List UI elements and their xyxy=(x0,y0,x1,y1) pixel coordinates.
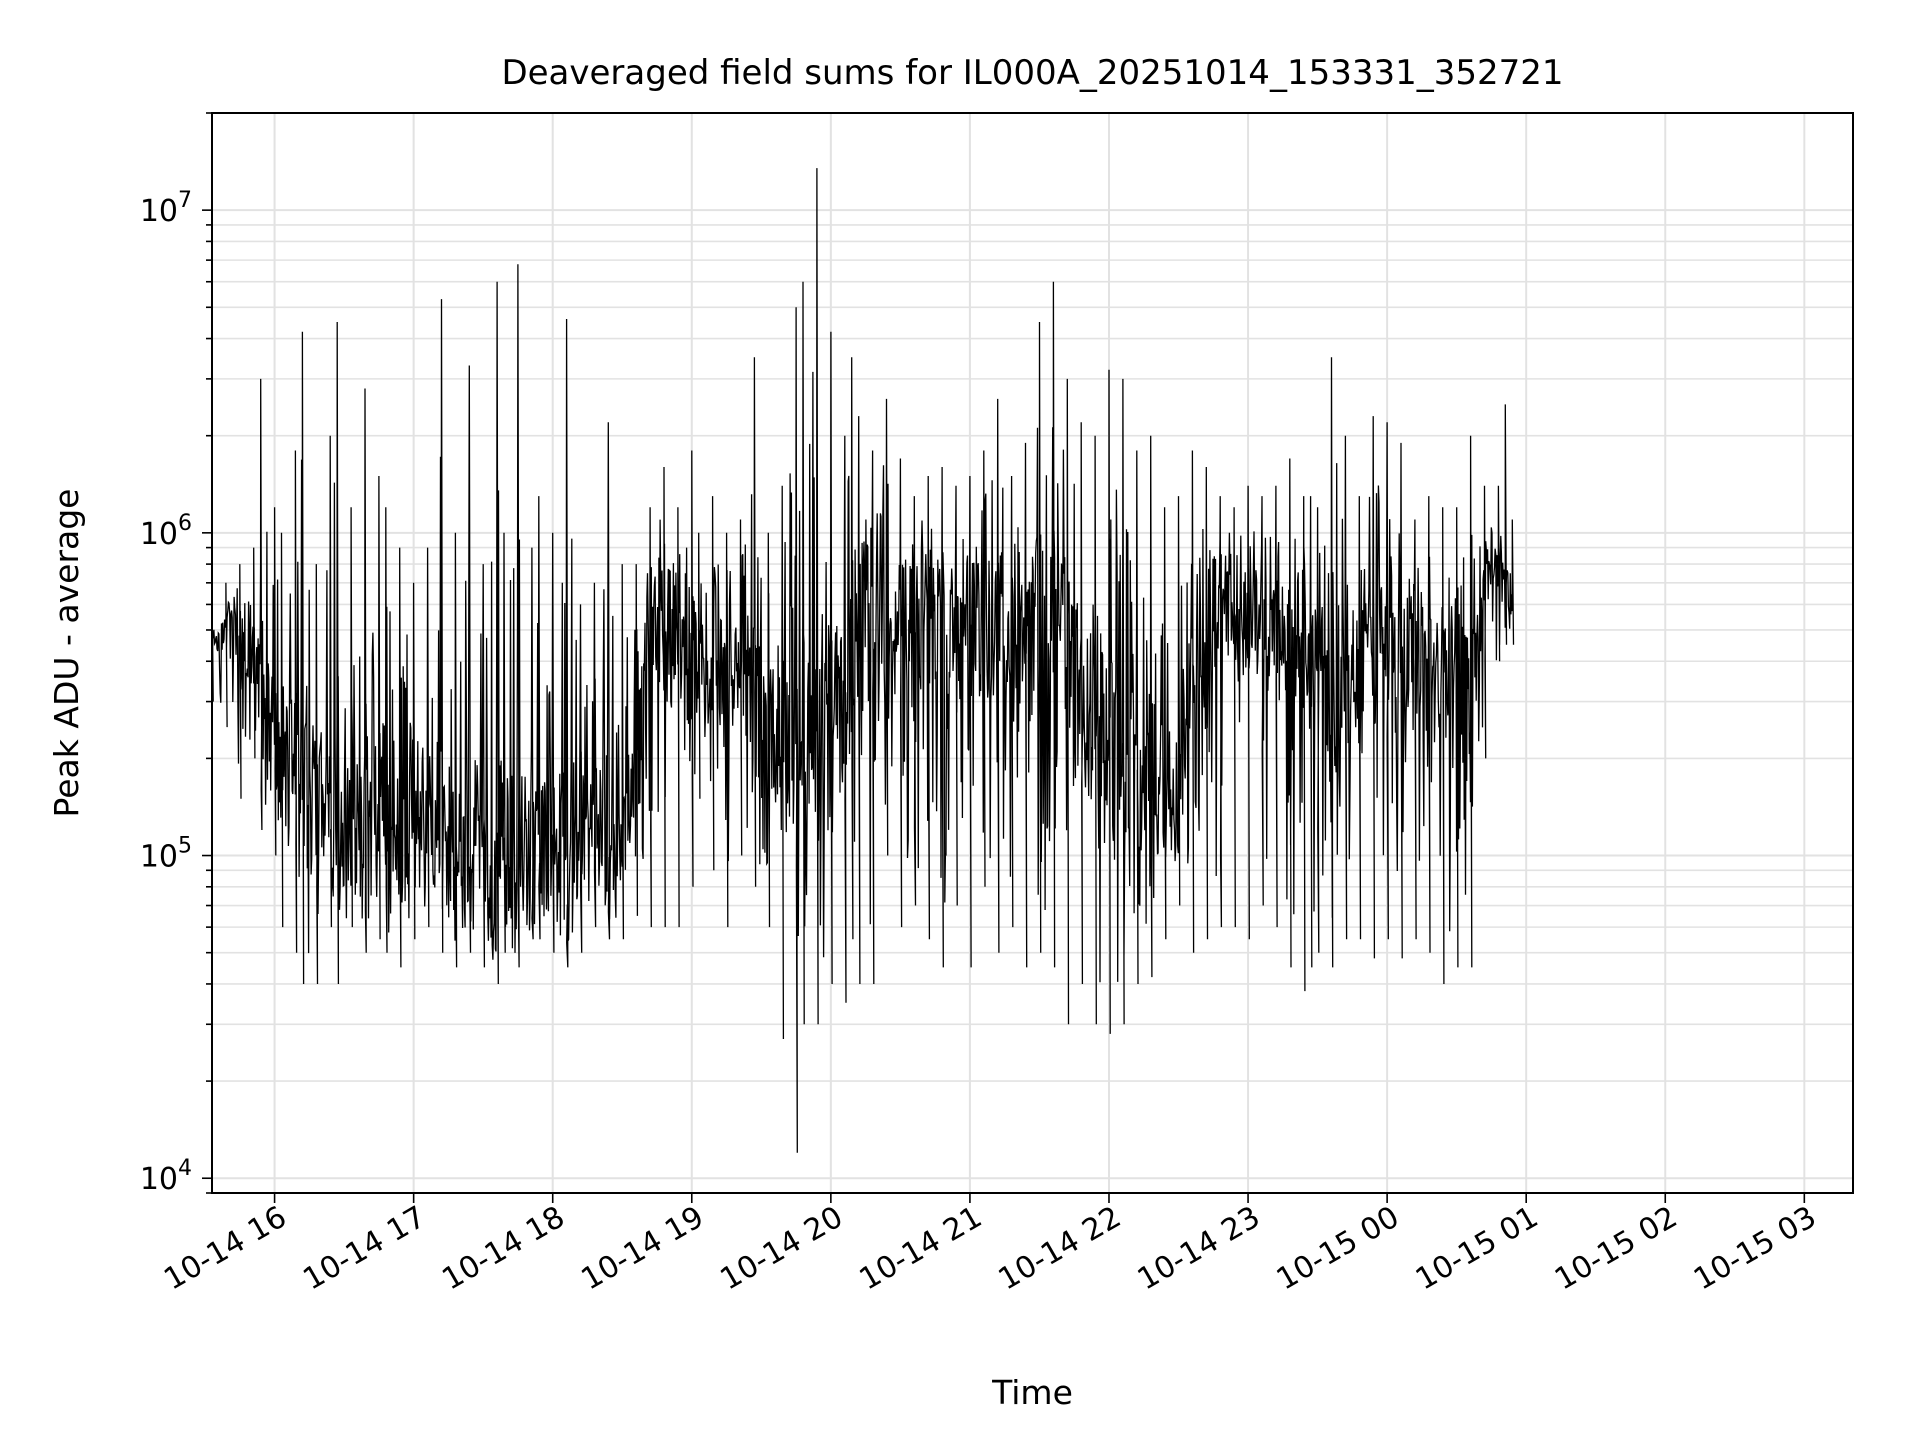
y-tick-base: 10 xyxy=(140,517,178,552)
y-tick-exponent: 4 xyxy=(178,1156,192,1181)
y-axis-label: Peak ADU - average xyxy=(47,489,86,818)
x-axis-label: Time xyxy=(991,1373,1073,1412)
y-tick-label: 105 xyxy=(140,834,192,875)
y-tick-base: 10 xyxy=(140,1162,178,1197)
y-tick-label: 104 xyxy=(140,1156,192,1197)
y-tick-exponent: 6 xyxy=(178,511,192,536)
y-tick-label: 106 xyxy=(140,511,192,552)
series-layer xyxy=(212,168,1515,1153)
y-tick-base: 10 xyxy=(140,194,178,229)
series-line xyxy=(212,168,1515,1153)
plot-area-frame xyxy=(211,112,1854,1194)
y-tick-exponent: 7 xyxy=(178,188,192,213)
y-tick-base: 10 xyxy=(140,840,178,875)
y-tick-label: 107 xyxy=(140,188,192,229)
chart-title: Deaveraged field sums for IL000A_2025101… xyxy=(501,53,1563,93)
y-tick-exponent: 5 xyxy=(178,834,192,859)
